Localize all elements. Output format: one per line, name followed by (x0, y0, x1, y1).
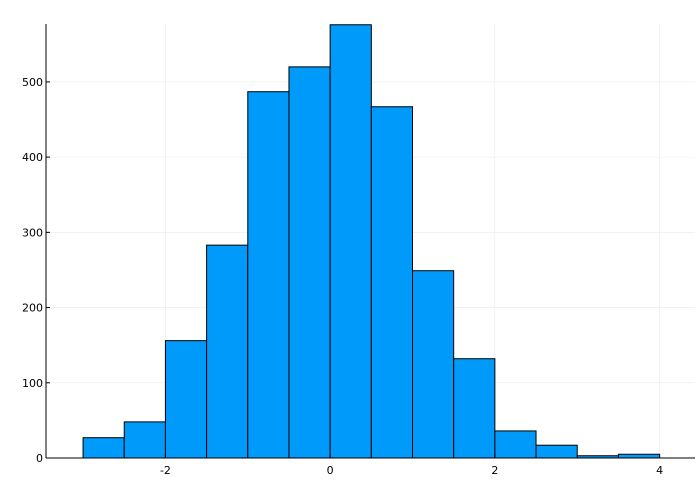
histogram-bar (617, 453, 661, 459)
bars (82, 24, 661, 459)
axes (45, 24, 695, 459)
histogram-bar (288, 66, 331, 459)
histogram-bar (453, 358, 496, 459)
histogram-bar (123, 421, 166, 459)
histogram-bar (329, 24, 372, 459)
x-tick-label: 4 (656, 464, 663, 477)
x-tick-label: 2 (491, 464, 498, 477)
histogram-bar (535, 444, 578, 459)
histogram-bar (247, 91, 290, 459)
y-tick-label: 0 (36, 452, 43, 465)
x-tick-label: -2 (160, 464, 171, 477)
y-tick-label: 400 (22, 151, 43, 164)
histogram-bar (412, 270, 455, 459)
y-tick-label: 200 (22, 302, 43, 315)
x-axis-ticks: -2 0 2 4 (160, 454, 663, 477)
x-tick-label: 0 (327, 464, 334, 477)
histogram-bar (82, 437, 125, 459)
y-tick-label: 300 (22, 226, 43, 239)
y-axis-ticks: 0 100 200 300 400 500 (22, 76, 50, 465)
histogram-bar (494, 430, 537, 459)
y-tick-label: 100 (22, 377, 43, 390)
y-tick-label: 500 (22, 76, 43, 89)
histogram-bar (206, 244, 249, 459)
histogram-bar (370, 106, 414, 459)
histogram-bar (164, 340, 208, 459)
